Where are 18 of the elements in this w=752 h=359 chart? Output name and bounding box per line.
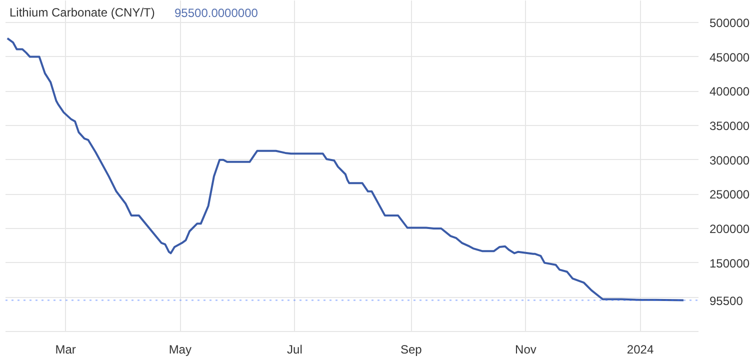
x-tick-label: May bbox=[168, 342, 192, 356]
y-tick-label: 250000 bbox=[710, 188, 750, 202]
ref-line-label: 95500 bbox=[710, 294, 744, 308]
line-series bbox=[6, 37, 684, 302]
x-tick-label: Sep bbox=[400, 342, 422, 356]
x-tick-label: 2024 bbox=[626, 342, 654, 356]
chart-title: Lithium Carbonate (CNY/T) bbox=[10, 6, 155, 20]
y-tick-label: 150000 bbox=[710, 256, 750, 270]
x-tick-label: Jul bbox=[287, 342, 302, 356]
y-tick-label: 350000 bbox=[710, 118, 750, 133]
y-tick-label: 400000 bbox=[710, 84, 750, 99]
x-tick-label: Nov bbox=[515, 342, 536, 356]
y-tick-label: 300000 bbox=[710, 153, 750, 168]
y-tick-label: 450000 bbox=[710, 50, 750, 64]
x-tick-label: Mar bbox=[55, 342, 76, 356]
text: 95500.0000000 bbox=[174, 6, 258, 20]
y-tick-label: 500000 bbox=[710, 16, 750, 30]
y-tick-label: 200000 bbox=[710, 222, 750, 236]
